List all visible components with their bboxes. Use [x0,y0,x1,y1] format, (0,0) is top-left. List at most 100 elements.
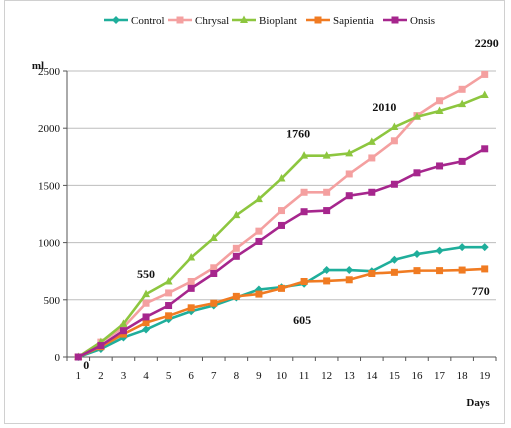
legend-label: Bioplant [259,15,297,27]
data-point-bioplant [458,99,467,108]
data-point-chrysal [345,170,353,178]
x-tick-label: 18 [457,370,469,382]
data-point-control [435,246,444,255]
data-point-bioplant [254,194,263,203]
data-point-bioplant [187,252,196,261]
data-point-onsis [278,221,285,229]
data-point-onsis [368,188,376,196]
x-tick-label: 13 [344,370,356,382]
data-point-onsis [300,208,308,216]
series-line-sapientia [77,267,485,359]
legend-marker [391,16,399,24]
grid [67,70,496,301]
x-tick-label: 15 [389,370,401,382]
data-point-onsis [119,327,127,335]
data-label: 0 [83,358,89,372]
data-point-bioplant [277,174,286,182]
data-label: 1760 [286,127,310,141]
x-tick-label: 19 [479,370,491,382]
data-point-onsis [232,252,240,260]
data-point-onsis [436,162,444,170]
data-point-control [390,255,399,264]
data-point-bioplant [232,210,241,219]
series-control [74,243,489,361]
data-point-bioplant [345,148,354,157]
data-point-sapientia [368,269,376,277]
data-point-bioplant [412,112,421,120]
data-point-chrysal [436,97,444,105]
data-point-sapientia [323,277,331,285]
data-point-onsis [345,192,353,200]
data-point-sapientia [232,292,240,300]
x-tick-label: 5 [166,370,172,382]
data-point-bioplant [322,151,331,159]
legend-marker [112,16,120,24]
y-tick-label: 1500 [38,180,61,192]
data-point-sapientia [142,319,150,327]
y-tick-label: 500 [44,295,61,307]
data-point-chrysal [142,299,150,307]
data-point-sapientia [187,304,195,312]
y-tick-label: 1000 [38,238,61,250]
data-point-sapientia [210,299,218,307]
data-point-onsis [142,313,150,321]
data-point-bioplant [142,289,151,298]
x-tick-label: 8 [234,370,240,382]
x-tick-label: 9 [256,370,262,382]
x-tick-label: 7 [211,370,217,382]
data-label: 2290 [475,36,499,50]
data-point-control [480,243,489,252]
data-point-chrysal [368,154,376,162]
data-point-sapientia [481,265,489,273]
data-point-bioplant [480,90,489,99]
data-point-control [345,266,354,275]
data-point-sapientia [165,312,173,320]
data-point-onsis [187,284,195,292]
x-tick-label: 14 [366,370,378,382]
data-point-bioplant [209,233,218,242]
legend-label: Sapientia [333,15,374,27]
data-point-chrysal [458,85,466,93]
data-point-onsis [165,302,173,310]
x-tick-label: 12 [321,370,332,382]
legend: Control Chrysal Bioplant Sapientia Onsis [104,15,435,27]
data-point-onsis [458,157,466,165]
y-tick-label: 2000 [38,123,61,135]
data-point-chrysal [300,188,308,196]
legend-item-chrysal: Chrysal [168,15,229,27]
data-point-onsis [255,237,263,245]
legend-item-sapientia: Sapientia [306,15,374,27]
data-point-bioplant [390,122,399,131]
y-axis-label: ml [32,60,44,72]
data-label: 770 [472,284,490,298]
series-line-chrysal [77,73,486,359]
data-label: 2010 [372,100,396,114]
legend-item-onsis: Onsis [383,15,435,27]
data-point-chrysal [232,244,240,252]
data-point-chrysal [278,207,285,215]
series-layer [74,70,489,361]
legend-label: Onsis [410,15,435,27]
data-point-sapientia [413,267,421,275]
x-tick-label: 6 [188,370,194,382]
data-point-bioplant [119,319,128,327]
data-point-sapientia [436,267,444,275]
data-point-chrysal [390,137,398,145]
x-tick-label: 1 [76,370,82,382]
data-point-chrysal [210,264,218,272]
x-tick-label: 11 [299,370,310,382]
data-point-chrysal [481,70,489,78]
data-point-control [142,325,151,334]
data-point-onsis [97,342,105,350]
data-point-sapientia [278,284,285,292]
data-point-chrysal [323,188,331,196]
data-point-sapientia [458,266,466,274]
data-point-control [412,250,421,259]
data-point-chrysal [165,289,173,297]
data-point-onsis [481,145,489,153]
legend-marker [240,15,248,23]
legend-marker [176,16,184,24]
data-label: 550 [137,267,155,281]
